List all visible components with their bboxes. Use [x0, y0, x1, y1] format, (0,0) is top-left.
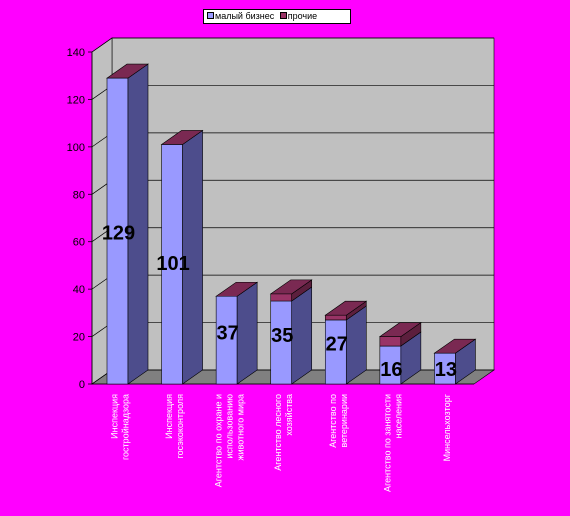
data-label: 129	[102, 222, 135, 244]
bar-top	[215, 281, 259, 297]
bar-top	[378, 322, 422, 337]
x-tick-label: Инспекциягосэкоконтроля	[164, 394, 185, 459]
x-tick-label: Минсельхозторг	[442, 393, 452, 461]
bar-top	[106, 63, 149, 79]
y-tick-label: 80	[73, 189, 85, 201]
legend-label-small-business: малый бизнес	[215, 11, 275, 21]
bar-other	[324, 314, 347, 321]
gridline	[91, 37, 494, 53]
legend: малый бизнес прочие	[203, 9, 351, 24]
legend-swatch-other	[279, 12, 287, 19]
bar-top	[324, 300, 368, 316]
bar-other	[379, 336, 402, 347]
y-tick-label: 60	[73, 237, 85, 249]
x-tick-label: Агентство лесногохозяйства	[273, 394, 294, 471]
bar-top	[160, 130, 204, 145]
y-tick-label: 120	[67, 94, 85, 106]
data-label: 13	[435, 359, 457, 381]
data-label: 27	[326, 334, 348, 356]
data-label: 35	[271, 325, 293, 347]
data-label: 37	[217, 323, 239, 345]
bar-side	[291, 286, 313, 385]
y-tick-label: 100	[67, 142, 85, 154]
bar-other	[270, 293, 293, 302]
data-label: 101	[156, 253, 189, 275]
x-tick-label: Агентство по занятостинаселения	[382, 394, 403, 492]
legend-item-other: прочие	[279, 10, 318, 23]
legend-swatch-small-business	[207, 12, 214, 19]
y-tick-label: 140	[67, 47, 85, 59]
y-tick-label: 20	[73, 332, 85, 344]
bar-side	[236, 281, 258, 385]
bar-top	[269, 279, 313, 295]
y-tick-label: 0	[79, 379, 85, 391]
x-tick-label: Инспекциягостройнадзора	[110, 394, 131, 460]
x-tick-label: Агентство по охране ииспользованиюживотн…	[214, 394, 246, 487]
bar-top	[433, 338, 477, 354]
legend-label-other: прочие	[287, 11, 318, 21]
data-label: 16	[380, 359, 402, 381]
legend-item-small-business: малый бизнес	[207, 10, 274, 23]
y-tick-label: 40	[73, 284, 85, 296]
x-tick-label: Агентство поветеринарии	[328, 394, 349, 448]
